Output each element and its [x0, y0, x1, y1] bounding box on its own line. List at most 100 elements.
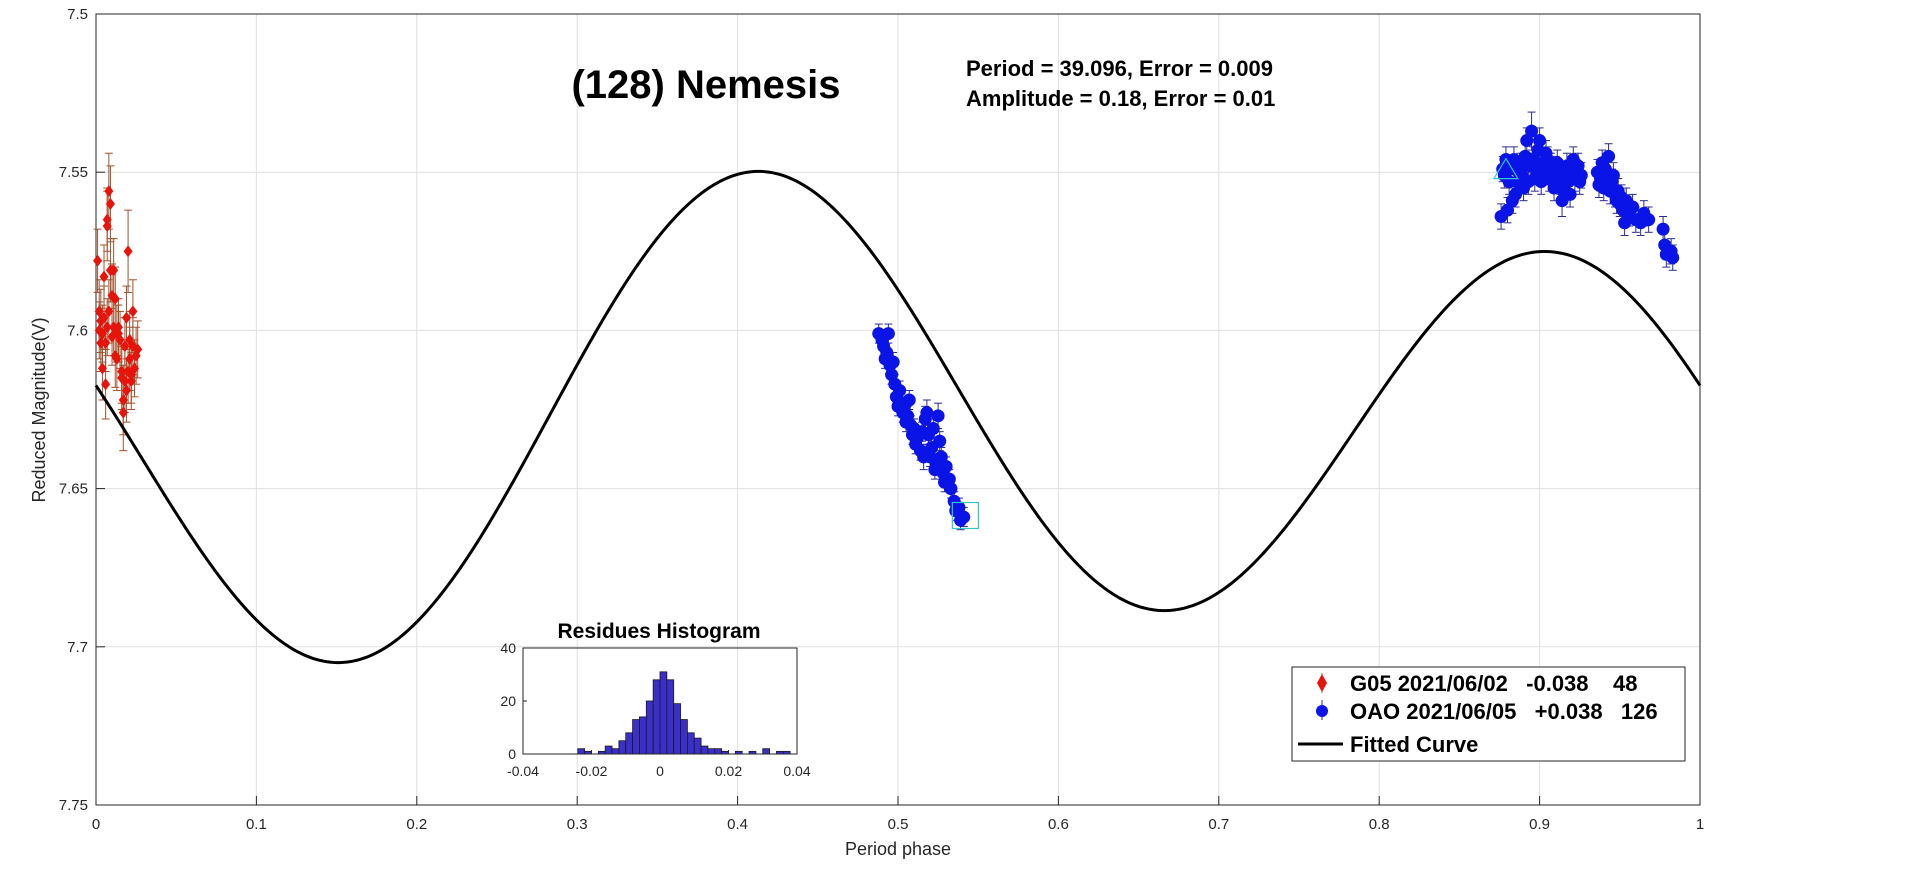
x-tick-label: 0.5: [888, 816, 909, 833]
annotation-markers: [951, 157, 1519, 530]
x-tick-label: 0.4: [727, 816, 748, 833]
g05-point: [112, 352, 122, 365]
g05-point: [102, 219, 112, 232]
histogram-bar: [687, 732, 695, 755]
oao-point: [881, 327, 895, 341]
histogram-bar: [707, 748, 716, 755]
legend-box: [1291, 666, 1686, 762]
oao-point: [926, 421, 940, 435]
y-tick-label: 7.55: [59, 164, 88, 181]
triangle-marker: [1492, 157, 1519, 180]
x-tick-label: 0.3: [567, 816, 588, 833]
histogram-bar: [618, 740, 627, 755]
histogram-bar: [680, 719, 688, 755]
legend-item-oao: OAO 2021/06/05 +0.038 126: [1316, 699, 1658, 724]
g05-point: [115, 333, 125, 346]
histogram-bar: [666, 679, 675, 755]
y-tick-label: 7.6: [67, 322, 88, 339]
data-points: [93, 124, 1680, 527]
g05-point: [110, 292, 120, 305]
histogram-x-tick-label: 0.02: [715, 763, 742, 779]
g05-point: [94, 305, 104, 318]
histogram-bar: [659, 671, 668, 755]
oao-point: [944, 482, 958, 496]
histogram-bar: [693, 737, 702, 755]
g05-point: [99, 311, 109, 324]
y-tick-label: 7.7: [67, 639, 88, 656]
oao-point: [1533, 134, 1547, 148]
y-axis-ticks: 7.5 7.55 7.6 7.65 7.7 7.75: [59, 6, 105, 814]
y-tick-label: 7.65: [59, 481, 88, 498]
g05-point: [121, 311, 131, 324]
x-tick-label: 0.9: [1529, 816, 1550, 833]
legend-g05-label: G05 2021/06/02 -0.038 48: [1350, 671, 1637, 696]
g05-point: [118, 406, 128, 419]
g05-point: [126, 375, 136, 388]
x-axis-label: Period phase: [845, 839, 951, 859]
histogram-bar: [639, 716, 647, 755]
y-tick-label: 7.5: [67, 6, 88, 23]
histogram-title: Residues Histogram: [557, 620, 760, 643]
g05-point: [101, 337, 111, 350]
legend: G05 2021/06/02 -0.038 48 OAO 2021/06/05 …: [1291, 666, 1686, 762]
oao-point: [957, 510, 971, 524]
g05-point: [129, 362, 139, 375]
x-tick-label: 0.6: [1048, 816, 1069, 833]
y-axis-label: Reduced Magnitude(V): [29, 317, 49, 502]
histogram-x-tick-label: -0.02: [576, 763, 608, 779]
oao-point: [1626, 200, 1640, 214]
period-info: Period = 39.096, Error = 0.009: [966, 56, 1273, 81]
g05-point: [102, 213, 112, 226]
oao-point: [1574, 168, 1588, 182]
g05-point: [97, 327, 107, 340]
histogram-y-tick-label: 40: [500, 640, 516, 656]
histogram-bar: [762, 748, 770, 755]
square-marker: [951, 501, 979, 530]
oao-point: [1606, 168, 1620, 182]
histogram-bar: [673, 703, 681, 755]
residues-histogram: Residues Histogram -0.04 -0.02 0 0.02 0.04 0…: [500, 620, 810, 779]
histogram-y-ticks: 0 20 40: [500, 640, 527, 762]
g05-point: [120, 340, 130, 353]
y-tick-label: 7.75: [59, 797, 88, 814]
histogram-bar: [632, 719, 640, 755]
oao-point: [939, 459, 953, 473]
oao-point: [1642, 213, 1656, 227]
x-tick-label: 1: [1696, 816, 1704, 833]
histogram-bar: [611, 748, 620, 755]
legend-oao-label: OAO 2021/06/05 +0.038 126: [1350, 699, 1658, 724]
x-axis-ticks: 0 0.1 0.2 0.3 0.4 0.5 0.6 0.7 0.8 0.9 1: [92, 796, 1704, 833]
histogram-y-tick-label: 20: [500, 693, 516, 709]
x-tick-label: 0: [92, 816, 100, 833]
amplitude-info: Amplitude = 0.18, Error = 0.01: [966, 86, 1275, 111]
g05-point: [117, 365, 127, 378]
oao-point: [920, 406, 934, 420]
x-tick-label: 0.2: [406, 816, 427, 833]
oao-point: [1656, 222, 1670, 236]
fitted-curve: [94, 169, 1702, 665]
legend-item-fit: Fitted Curve: [1298, 732, 1478, 757]
g05-point: [105, 197, 115, 210]
histogram-x-tick-label: 0: [656, 763, 664, 779]
g05-point: [96, 337, 106, 350]
oao-point: [902, 393, 916, 407]
g05-point: [123, 245, 133, 258]
legend-item-g05: G05 2021/06/02 -0.038 48: [1317, 671, 1637, 696]
x-tick-label: 0.1: [246, 816, 267, 833]
histogram-bar: [714, 748, 723, 755]
histogram-y-tick-label: 0: [508, 746, 516, 762]
oao-point: [1563, 187, 1577, 201]
g05-point: [118, 394, 128, 407]
g05-point: [93, 254, 103, 267]
g05-point: [120, 375, 130, 388]
chart-title: (128) Nemesis: [571, 63, 840, 107]
g05-point: [128, 305, 138, 318]
oao-point: [886, 355, 900, 369]
histogram-bar: [645, 700, 654, 755]
oao-point: [1602, 149, 1616, 163]
x-tick-label: 0.7: [1208, 816, 1229, 833]
legend-g05-diamond-icon: [1317, 674, 1327, 692]
histogram-bar: [700, 745, 709, 755]
histogram-bar: [652, 679, 661, 755]
